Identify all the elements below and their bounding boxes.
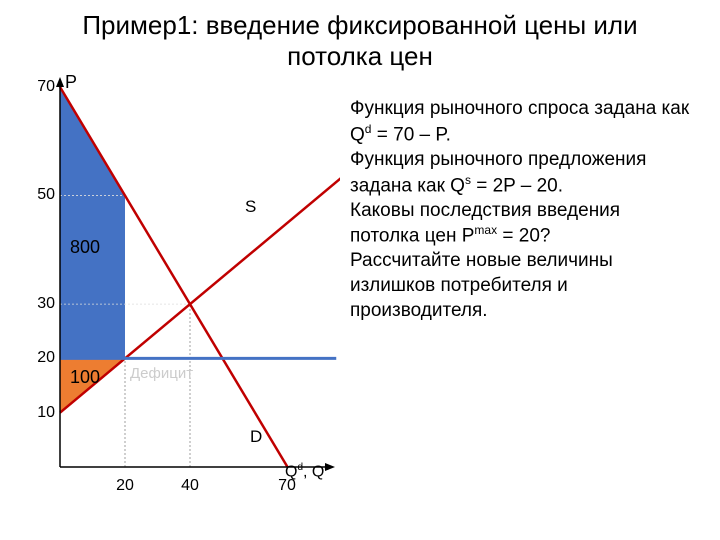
ytick: 10 xyxy=(37,404,55,422)
ytick: 20 xyxy=(37,349,55,367)
xtick: 20 xyxy=(116,477,134,495)
content: P Qd, Qs 70 50 30 20 10 20 40 70 800 100… xyxy=(0,77,720,502)
problem-text: Функция рыночного спроса задана как Qd =… xyxy=(340,77,700,502)
ytick: 50 xyxy=(37,186,55,204)
value-800: 800 xyxy=(70,237,100,258)
page-title: Пример1: введение фиксированной цены или… xyxy=(0,0,720,77)
supply-label: S xyxy=(245,197,256,217)
deficit-label: Дефицит xyxy=(130,365,193,382)
chart-svg xyxy=(20,77,340,497)
xtick: 40 xyxy=(181,477,199,495)
value-100: 100 xyxy=(70,367,100,388)
ytick: 70 xyxy=(37,78,55,96)
y-axis-label: P xyxy=(65,72,77,93)
xtick: 70 xyxy=(278,477,296,495)
ytick: 30 xyxy=(37,295,55,313)
demand-label: D xyxy=(250,427,262,447)
chart: P Qd, Qs 70 50 30 20 10 20 40 70 800 100… xyxy=(20,77,340,502)
